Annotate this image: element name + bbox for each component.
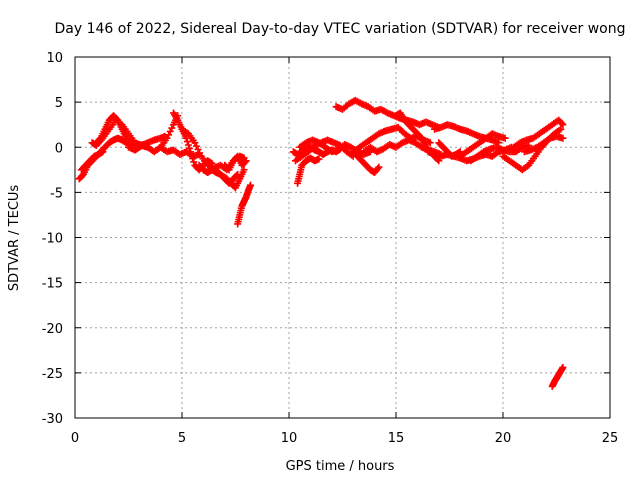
- series-s26: [467, 141, 533, 165]
- data-point: [246, 181, 254, 189]
- y-tick-label: -10: [42, 232, 63, 247]
- data-point: [557, 125, 565, 133]
- data-point: [374, 164, 382, 172]
- y-tick-label: 10: [46, 51, 63, 66]
- data-point: [240, 166, 248, 174]
- data-point: [183, 138, 191, 146]
- data-point: [233, 171, 241, 179]
- series-s11: [221, 152, 250, 174]
- data-point: [99, 148, 107, 156]
- x-tick-label: 20: [495, 431, 512, 446]
- series-s18: [349, 148, 383, 177]
- y-tick-label: -20: [42, 322, 63, 337]
- y-tick-label: -30: [42, 412, 63, 427]
- y-tick-label: -5: [50, 186, 63, 201]
- series-s14: [294, 154, 323, 187]
- data-point: [241, 158, 249, 166]
- series-s30: [548, 363, 567, 390]
- ticks: 0 5 10 15 20 25 10 5 0 -5 -10 -15 -20 -25 -30: [42, 51, 619, 446]
- data-point: [559, 121, 567, 129]
- x-tick-label: 10: [281, 431, 298, 446]
- data-point: [426, 139, 434, 147]
- x-tick-label: 0: [71, 431, 79, 446]
- series-s10: [210, 166, 248, 192]
- x-tick-label: 15: [388, 431, 405, 446]
- series-s29: [520, 132, 567, 156]
- data-point: [375, 163, 383, 171]
- series-s24: [435, 139, 464, 160]
- series-s7: [157, 143, 203, 160]
- x-axis-label: GPS time / hours: [286, 459, 395, 474]
- data-point: [242, 157, 250, 165]
- series-s2: [77, 148, 107, 174]
- y-axis-label: SDTVAR / TECUs: [7, 185, 22, 292]
- data-point: [559, 134, 567, 142]
- y-tick-label: 5: [55, 96, 63, 111]
- chart-title: Day 146 of 2022, Sidereal Day-to-day VTE…: [55, 21, 626, 37]
- series-s16: [296, 136, 374, 158]
- data-point: [184, 141, 192, 149]
- data-point: [558, 120, 566, 128]
- data-point: [559, 363, 567, 371]
- series-s28: [510, 116, 567, 151]
- data-point: [166, 127, 174, 135]
- x-tick-label: 25: [602, 431, 619, 446]
- y-tick-label: 0: [55, 141, 63, 156]
- data-point: [501, 134, 509, 142]
- data-point: [190, 158, 198, 166]
- series-s23: [431, 121, 503, 147]
- data-layer: [75, 96, 567, 390]
- y-tick-label: -25: [42, 367, 63, 382]
- data-point: [315, 155, 323, 163]
- y-tick-label: -15: [42, 277, 63, 292]
- series-s19: [349, 123, 434, 156]
- series-s25: [456, 130, 509, 160]
- x-tick-label: 5: [178, 431, 186, 446]
- series-s12: [234, 181, 254, 228]
